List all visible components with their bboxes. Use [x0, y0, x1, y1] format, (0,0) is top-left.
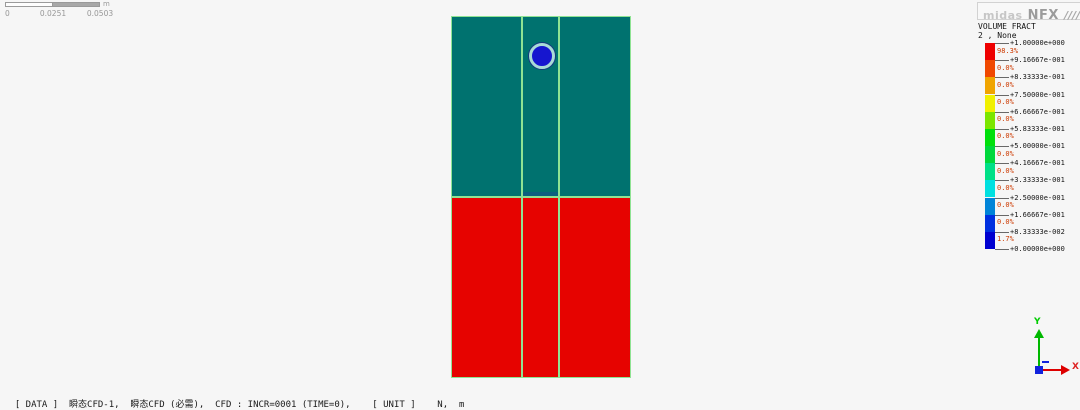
legend-band-swatch: [985, 128, 995, 146]
legend-title: VOLUME FRACT: [978, 22, 1036, 31]
legend-band-percent: 0.0%: [997, 201, 1014, 209]
legend-tick-line: [995, 231, 1009, 233]
legend-tick-line: [995, 163, 1009, 165]
z-axis-origin-icon: [1035, 366, 1043, 374]
legend-tick-label: +5.83333e-001: [1010, 124, 1065, 133]
legend-band-swatch: [985, 146, 995, 164]
status-bar: [ DATA ] 瞬态CFD-1, 瞬态CFD (必需), CFD : INCR…: [4, 387, 1076, 410]
scale-ruler-label-mid: 0.0251: [39, 9, 67, 18]
x-axis-arrowhead-icon: [1061, 365, 1070, 375]
legend-band-swatch: [985, 111, 995, 129]
scale-ruler-segment-left: [5, 2, 53, 7]
bubble-marker: [529, 43, 555, 69]
legend-tick-label: +9.16667e-001: [1010, 56, 1065, 65]
legend-band-swatch: [985, 163, 995, 181]
legend-band-swatch: [985, 60, 995, 78]
y-axis-arrowhead-icon: [1034, 329, 1044, 338]
legend-band-percent: 0.0%: [997, 132, 1014, 141]
app-logo: midas NFX ////: [977, 2, 1080, 23]
legend-tick-line: [995, 94, 1009, 96]
legend-scale: 98.3% 0.0% 0.0% 0.0% 0.0% 0.0% 0.0% 0.0% 0.0% 0.0…: [985, 39, 1079, 253]
legend-band-percent: 0.0%: [997, 63, 1014, 72]
interface-strip: [523, 192, 558, 196]
y-axis-arrow: [1038, 338, 1040, 368]
scale-ruler-unit: m: [103, 0, 110, 8]
scale-ruler-labels: 0 0.0251 0.0503: [5, 9, 113, 19]
app-logo-nfx: NFX: [1027, 8, 1059, 23]
legend-tick-label: +3.33333e-001: [1010, 176, 1065, 185]
legend-band-percent: 0.0%: [997, 218, 1014, 227]
legend-tick-label: +5.00000e-001: [1010, 142, 1065, 150]
x-axis-label: X: [1072, 362, 1079, 372]
scale-ruler-label-min: 0: [5, 9, 10, 18]
scale-ruler-segment-right: [53, 2, 100, 7]
scale-ruler-label-max: 0.0503: [86, 9, 114, 18]
legend-tick-line: [995, 197, 1009, 199]
legend-tick-line: [995, 77, 1009, 79]
legend-tick-line: [995, 180, 1009, 182]
status-text: [ DATA ] 瞬态CFD-1, 瞬态CFD (必需), CFD : INCR…: [14, 400, 465, 410]
legend-band-swatch: [985, 214, 995, 232]
cfd-model-view[interactable]: [451, 16, 631, 378]
legend-tick-line: [995, 128, 1009, 130]
legend-band-swatch: [985, 77, 995, 95]
scale-ruler-bar: m: [5, 0, 110, 8]
legend-tick-line: [995, 146, 1009, 147]
legend-band-percent: 0.0%: [997, 98, 1014, 106]
scale-ruler: m 0 0.0251 0.0503: [5, 0, 113, 19]
legend-tick-label: +8.33333e-002: [1010, 227, 1065, 236]
legend-tick-label: +1.66667e-001: [1010, 210, 1065, 219]
phase1-region: [452, 197, 630, 377]
z-axis-mark-icon: [1042, 361, 1049, 363]
legend-tick-label: +4.16667e-001: [1010, 159, 1065, 168]
axis-triad: Y X: [1028, 317, 1080, 380]
legend-band-swatch: [985, 231, 995, 249]
legend-band-percent: 0.0%: [997, 166, 1014, 175]
legend-band-swatch: [985, 197, 995, 215]
legend-band-percent: 1.7%: [997, 235, 1014, 244]
mesh-line-horizontal: [452, 196, 630, 198]
legend-tick-label: +6.66667e-001: [1010, 107, 1065, 116]
legend-subtitle: 2 , None: [978, 31, 1017, 40]
legend-panel: midas NFX //// VOLUME FRACT 2 , None 98.…: [977, 2, 1080, 254]
legend-tick-line: [995, 111, 1009, 113]
legend-tick-line: [995, 43, 1009, 44]
legend-band-swatch: [985, 94, 995, 112]
legend-tick-label: +1.00000e+000: [1010, 39, 1065, 47]
legend-band-percent: 0.0%: [997, 115, 1014, 124]
legend-tick-label: +8.33333e-001: [1010, 73, 1065, 82]
legend-tick-line: [995, 249, 1009, 250]
legend-tick-line: [995, 214, 1009, 216]
app-logo-midas: midas: [983, 9, 1023, 22]
y-axis-label: Y: [1034, 317, 1041, 327]
legend-band-percent: 98.3%: [997, 46, 1019, 55]
legend-band-swatch: [985, 43, 995, 61]
x-axis-arrow: [1041, 369, 1062, 371]
legend-tick-label: +2.50000e-001: [1010, 193, 1065, 202]
legend-band-percent: 0.0%: [997, 80, 1014, 89]
legend-band-percent: 0.0%: [997, 149, 1014, 158]
legend-tick-line: [995, 60, 1009, 62]
legend-band-swatch: [985, 180, 995, 198]
legend-tick-label: +0.00000e+000: [1010, 245, 1065, 253]
legend-tick-label: +7.50000e-001: [1010, 90, 1065, 99]
app-logo-slashes-icon: ////: [1064, 9, 1080, 22]
legend-band-percent: 0.0%: [997, 183, 1014, 192]
